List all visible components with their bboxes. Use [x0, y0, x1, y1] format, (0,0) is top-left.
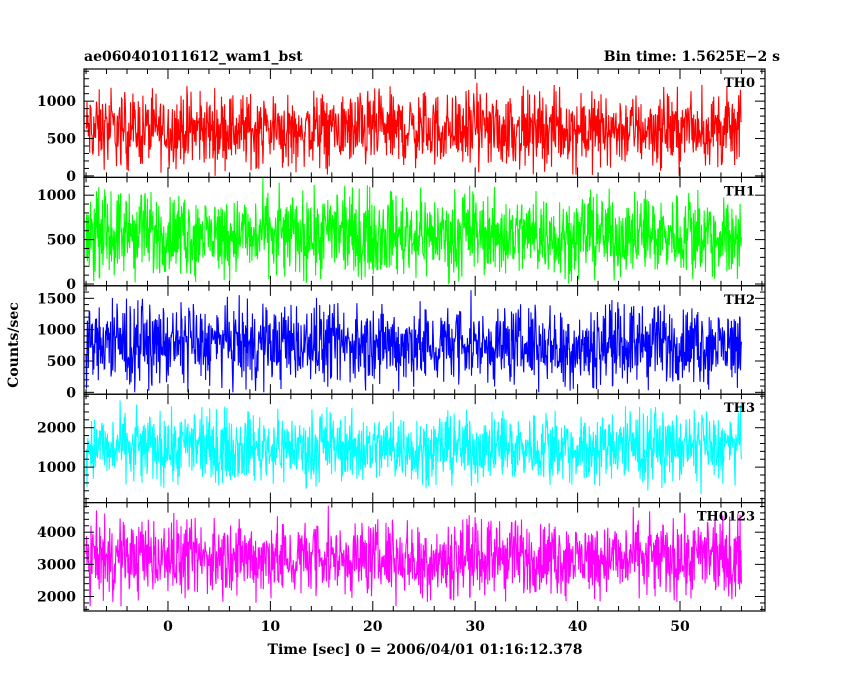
panel-th2: 0 500 1000 1500 TH2 — [37, 285, 766, 401]
series-line-th2 — [85, 290, 742, 393]
y-tick-label: 1000 — [37, 188, 76, 204]
y-tick-label: 500 — [47, 354, 76, 370]
y-tick-label: 0 — [66, 169, 76, 185]
y-tick-label: 1000 — [37, 460, 76, 476]
y-tick-label: 1000 — [37, 323, 76, 339]
panel-label-th0123: TH0123 — [697, 510, 755, 525]
x-axis-label: Time [sec] 0 = 2006/04/01 01:16:12.378 — [268, 642, 583, 658]
y-tick-label: 0 — [66, 385, 76, 401]
panel-label-th0: TH0 — [724, 76, 755, 91]
y-tick-label: 0 — [66, 277, 76, 293]
y-tick-label: 2000 — [37, 421, 76, 437]
series-line-th0 — [85, 82, 742, 176]
panel-th0123: 2000 3000 4000 TH0123 — [37, 502, 766, 612]
bin-time-label: Bin time: 1.5625E−2 s — [604, 49, 780, 65]
panel-label-th3: TH3 — [724, 401, 755, 416]
y-tick-label: 3000 — [37, 557, 76, 573]
panel-label-th2: TH2 — [724, 293, 755, 308]
y-axis-label: Counts/sec — [6, 302, 22, 388]
y-tick-label: 1000 — [37, 94, 76, 110]
x-tick-label: 0 — [163, 619, 173, 635]
y-tick-label: 1500 — [37, 291, 76, 307]
x-tick-label: 40 — [568, 619, 588, 635]
panel-label-th1: TH1 — [724, 184, 755, 199]
panel-th3: 1000 2000 TH3 — [37, 393, 766, 504]
y-tick-label: 2000 — [37, 590, 76, 606]
panel-th0: 0 500 1000 TH0 — [37, 68, 766, 185]
panel-frame — [83, 502, 766, 612]
x-tick-label: 10 — [261, 619, 281, 635]
y-tick-label: 500 — [47, 233, 76, 249]
x-tick-label: 50 — [670, 619, 690, 635]
obs-id-title: ae060401011612_wam1_bst — [84, 49, 303, 65]
series-line-th0123 — [85, 505, 742, 607]
y-tick-label: 500 — [47, 132, 76, 148]
series-line-th1 — [85, 177, 742, 285]
x-tick-label: 20 — [363, 619, 383, 635]
y-tick-label: 4000 — [37, 525, 76, 541]
x-tick-label: 30 — [465, 619, 485, 635]
panel-th1: 0 500 1000 TH1 — [37, 176, 766, 293]
series-line-th3 — [85, 400, 742, 495]
